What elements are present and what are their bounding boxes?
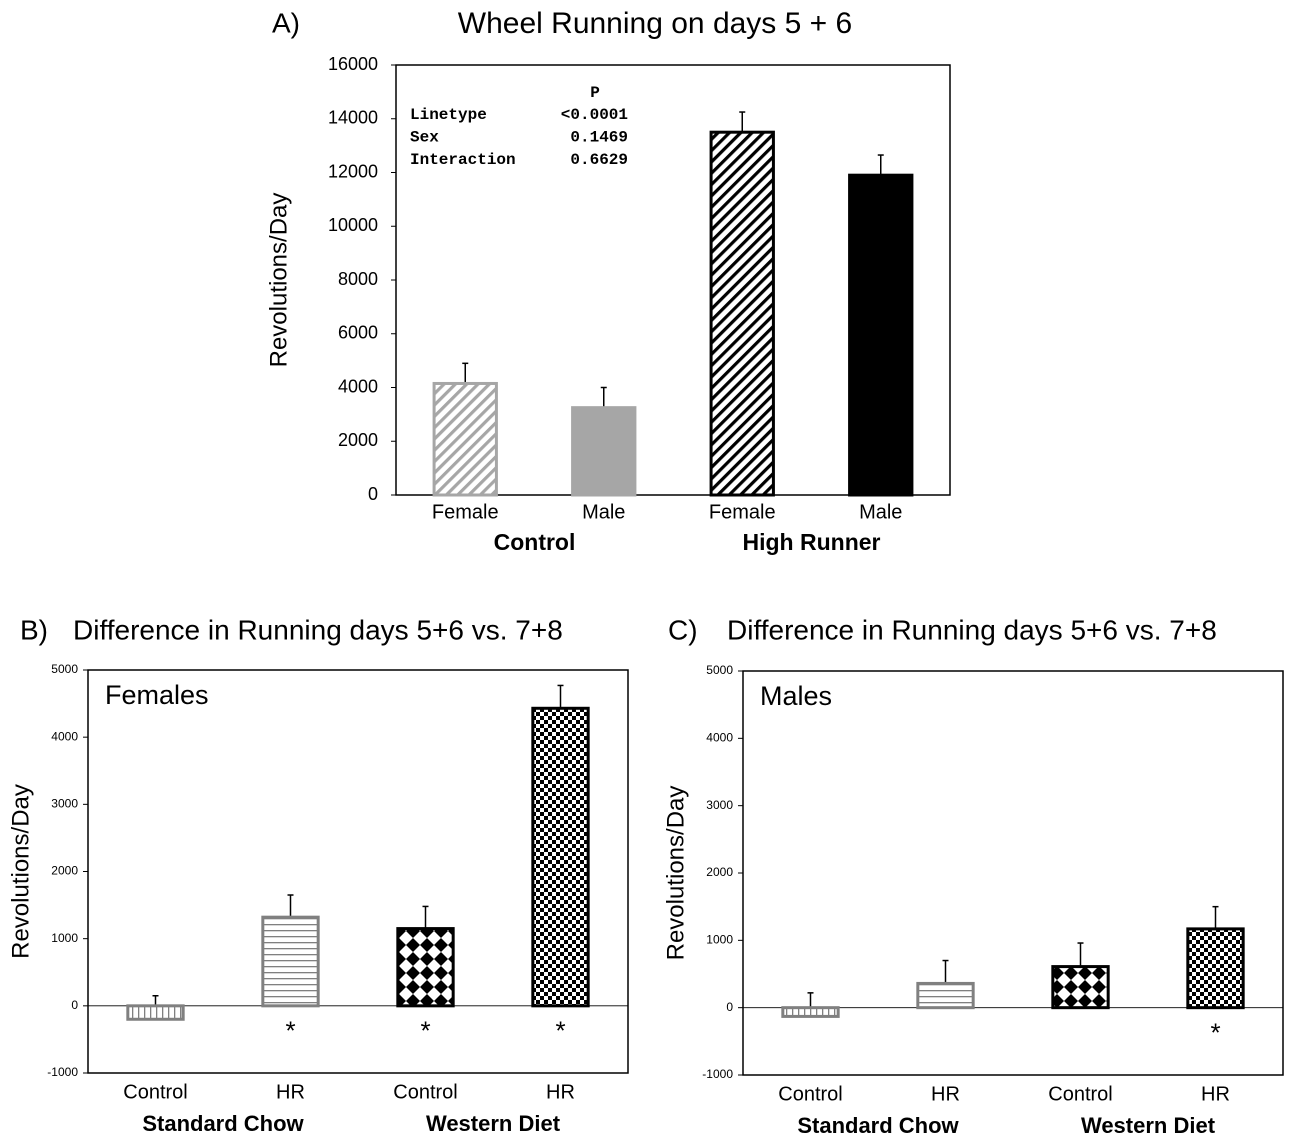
bar xyxy=(1051,965,1110,1010)
y-tick-label: 14000 xyxy=(328,108,378,128)
y-tick-label: 2000 xyxy=(51,864,78,878)
significance-mark: * xyxy=(285,1016,295,1046)
y-tick-label: 0 xyxy=(71,998,78,1012)
annotation: Males xyxy=(760,681,832,711)
x-tick-label: Control xyxy=(778,1083,842,1105)
stats-p-value: 0.1469 xyxy=(570,129,628,147)
bar xyxy=(848,173,914,497)
stats-term: Interaction xyxy=(410,151,516,169)
bar xyxy=(781,1006,840,1018)
annotation: Females xyxy=(105,680,209,710)
y-tick-label: 5000 xyxy=(51,662,78,676)
stats-p-value: 0.6629 xyxy=(570,151,628,169)
stats-term: Linetype xyxy=(410,106,487,124)
chart-title: Wheel Running on days 5 + 6 xyxy=(458,7,852,40)
y-axis-label: Revolutions/Day xyxy=(265,193,292,368)
y-tick-label: 4000 xyxy=(51,729,78,743)
y-tick-label: -1000 xyxy=(702,1067,733,1081)
significance-mark: * xyxy=(555,1016,565,1046)
y-tick-label: 0 xyxy=(368,484,378,504)
chart-title: Difference in Running days 5+6 vs. 7+8 xyxy=(727,614,1217,645)
y-tick-label: 3000 xyxy=(706,798,733,812)
panel-label: C) xyxy=(668,614,698,645)
y-tick-label: -1000 xyxy=(47,1065,78,1079)
x-tick-label: HR xyxy=(1201,1083,1230,1105)
y-tick-label: 4000 xyxy=(338,376,378,396)
y-tick-label: 0 xyxy=(726,1000,733,1014)
y-tick-label: 5000 xyxy=(706,663,733,677)
y-tick-label: 1000 xyxy=(51,931,78,945)
x-tick-label: HR xyxy=(276,1081,305,1103)
group-label: Standard Chow xyxy=(797,1113,959,1138)
y-tick-label: 3000 xyxy=(51,797,78,811)
group-label: High Runner xyxy=(743,529,881,555)
y-tick-label: 8000 xyxy=(338,269,378,289)
x-tick-label: Female xyxy=(432,501,499,523)
group-label: Standard Chow xyxy=(142,1111,304,1136)
significance-mark: * xyxy=(1210,1018,1220,1048)
y-tick-label: 6000 xyxy=(338,323,378,343)
y-axis-label: Revolutions/Day xyxy=(662,786,689,961)
bar xyxy=(261,915,320,1008)
stats-term: Sex xyxy=(410,129,439,147)
y-tick-label: 16000 xyxy=(328,54,378,74)
bar xyxy=(916,981,975,1010)
significance-mark: * xyxy=(420,1016,430,1046)
bar xyxy=(571,406,637,497)
group-label: Western Diet xyxy=(1081,1113,1216,1138)
x-tick-label: Control xyxy=(1048,1083,1112,1105)
bar xyxy=(432,381,498,497)
bar xyxy=(531,706,590,1008)
x-tick-label: HR xyxy=(931,1083,960,1105)
bar xyxy=(396,927,455,1008)
y-tick-label: 1000 xyxy=(706,933,733,947)
y-tick-label: 10000 xyxy=(328,215,378,235)
bar xyxy=(126,1004,185,1021)
chart-title: Difference in Running days 5+6 vs. 7+8 xyxy=(73,614,563,645)
x-tick-label: Control xyxy=(393,1081,457,1103)
y-axis-label: Revolutions/Day xyxy=(7,784,34,959)
x-tick-label: Control xyxy=(123,1081,187,1103)
y-tick-label: 12000 xyxy=(328,161,378,181)
y-tick-label: 4000 xyxy=(706,731,733,745)
bar xyxy=(1186,927,1245,1010)
y-tick-label: 2000 xyxy=(706,865,733,879)
x-tick-label: Female xyxy=(709,501,776,523)
x-tick-label: Male xyxy=(859,501,902,523)
panel-label: B) xyxy=(20,614,48,645)
x-tick-label: Male xyxy=(582,501,625,523)
y-tick-label: 2000 xyxy=(338,430,378,450)
stats-header: P xyxy=(590,84,600,102)
stats-p-value: <0.0001 xyxy=(561,106,628,124)
group-label: Western Diet xyxy=(426,1111,561,1136)
x-tick-label: HR xyxy=(546,1081,575,1103)
group-label: Control xyxy=(494,529,576,555)
bar xyxy=(709,130,775,497)
panel-label: A) xyxy=(272,7,300,38)
